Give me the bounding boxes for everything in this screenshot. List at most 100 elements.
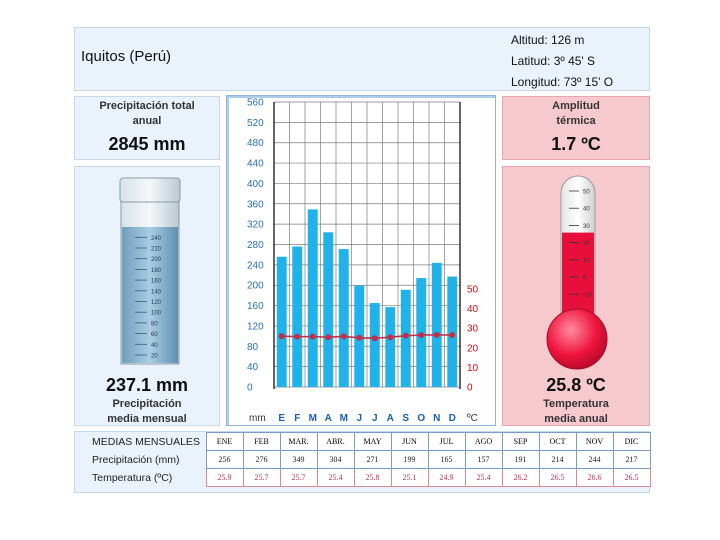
temp-cell: 26.6 (575, 468, 614, 487)
thermometer-icon: 50 40 30 20 10 0 -10 (546, 175, 608, 370)
month-label: M (340, 413, 348, 424)
gauge-tick-label: 140 (151, 289, 162, 295)
monthly-precip-label-2: media mensual (107, 413, 187, 425)
temp-cell: 26.5 (538, 468, 577, 487)
left-tick-label: 400 (247, 179, 264, 190)
climograph-panel: 0 40 80 120 160 200 240 280 320 360 400 440 480 520 56… (226, 95, 496, 426)
precip-row-label: Precipitación (mm) (92, 453, 180, 466)
temp-cell: 25.8 (353, 468, 392, 487)
precip-bar (369, 303, 380, 387)
left-tick-label: 200 (247, 281, 264, 292)
month-header-cell: ENE (205, 432, 244, 451)
gauge-tick-label: 20 (151, 354, 158, 360)
left-tick-label: 440 (247, 159, 264, 170)
right-tick-label: 10 (467, 363, 479, 374)
temperature-point (449, 332, 456, 339)
therm-tick-label: 0 (583, 276, 587, 282)
climograph-chart: 0408012016020024028032036040044048052056… (229, 98, 495, 425)
left-tick-label: 560 (247, 98, 264, 109)
temperature-point (356, 334, 363, 341)
left-tick-label: 240 (247, 260, 264, 271)
left-tick-label: 120 (247, 321, 264, 332)
location-header: Iquitos (Perú) Altitud: 126 m Latitud: 3… (74, 27, 650, 91)
left-tick-label: 480 (247, 138, 264, 149)
precip-bar (323, 232, 334, 387)
gauge-tick-label: 100 (151, 311, 162, 317)
left-tick-label: 520 (247, 118, 264, 129)
right-unit-label: ºC (467, 413, 478, 424)
thermal-amplitude-panel: Amplitud térmica 1.7 ºC (502, 96, 650, 160)
right-tick-label: 30 (467, 324, 479, 335)
annual-temp-label-2: media anual (544, 413, 608, 425)
gauge-tick-label: 220 (151, 247, 162, 253)
temp-cell: 26.5 (612, 468, 651, 487)
month-header-cell: ABR. (316, 432, 355, 451)
gauge-tick-label: 180 (151, 268, 162, 274)
precip-bar (385, 307, 396, 387)
temperature-point (325, 334, 332, 341)
precip-cell: 271 (353, 450, 392, 469)
temp-cell: 25.4 (316, 468, 355, 487)
left-tick-label: 280 (247, 240, 264, 251)
precip-cell: 244 (575, 450, 614, 469)
gauge-tick-label: 40 (151, 343, 158, 349)
temperature-point (418, 332, 425, 339)
month-header-cell: MAY (353, 432, 392, 451)
temp-cell: 25.7 (279, 468, 318, 487)
temperature-point (294, 333, 301, 340)
temperature-panel: 50 40 30 20 10 0 -10 25.8 ºC Temperatura media… (502, 166, 650, 426)
gauge-tick-label: 60 (151, 332, 158, 338)
temp-cell: 25.9 (205, 468, 244, 487)
temp-row-label: Temperatura (ºC) (92, 471, 173, 484)
amplitude-title-1: Amplitud (552, 100, 600, 112)
therm-tick-label: 10 (583, 258, 590, 264)
altitude: Altitud: 126 m (511, 33, 585, 47)
precip-bar (276, 256, 287, 387)
month-label: D (449, 413, 456, 424)
precip-cell: 349 (279, 450, 318, 469)
gauge-tick-label: 200 (151, 257, 162, 263)
precip-cell: 217 (612, 450, 651, 469)
right-tick-label: 40 (467, 304, 479, 315)
temp-cell: 25.7 (242, 468, 281, 487)
annual-precip-value: 2845 mm (108, 134, 186, 154)
precip-cell: 199 (390, 450, 429, 469)
therm-tick-label: 50 (583, 190, 590, 196)
month-header-cell: OCT (538, 432, 577, 451)
month-header-cell: AGO (464, 432, 503, 451)
coordinates: Altitud: 126 m Latitud: 3º 45' S Longitu… (511, 30, 613, 93)
monthly-averages-table: MEDIAS MENSUALES ENE FEB MAR. ABR. MAY JUN JUL… (74, 432, 651, 487)
month-header-cell: MAR. (279, 432, 318, 451)
month-label: J (356, 413, 362, 424)
precip-bar (431, 262, 442, 387)
precip-bar (338, 249, 349, 387)
city-name: Iquitos (Perú) (81, 48, 172, 65)
left-tick-label: 80 (247, 342, 259, 353)
amplitude-value: 1.7 ºC (551, 134, 601, 154)
month-header-cell: JUN (390, 432, 429, 451)
month-label: E (278, 413, 285, 424)
latitude: Latitud: 3º 45' S (511, 54, 596, 68)
month-label: M (309, 413, 317, 424)
right-tick-label: 50 (467, 285, 479, 296)
temperature-point (278, 333, 285, 340)
month-label: A (387, 413, 394, 424)
therm-tick-label: 30 (583, 224, 590, 230)
temperature-point (402, 332, 409, 339)
gauge-tick-label: 240 (151, 236, 162, 242)
temperature-point (340, 333, 347, 340)
precip-bar (292, 246, 303, 387)
month-header-cell: NOV (575, 432, 614, 451)
month-label: A (325, 413, 332, 424)
month-header-cell: SEP (501, 432, 540, 451)
temp-cell: 25.4 (464, 468, 503, 487)
precip-cell: 214 (538, 450, 577, 469)
month-label: N (433, 413, 440, 424)
temp-cell: 24.9 (427, 468, 466, 487)
precip-cell: 256 (205, 450, 244, 469)
month-header-cell: FEB (242, 432, 281, 451)
left-unit-label: mm (249, 413, 266, 424)
temperature-point (433, 331, 440, 338)
therm-tick-label: -10 (583, 293, 592, 299)
precip-bar (307, 209, 318, 387)
